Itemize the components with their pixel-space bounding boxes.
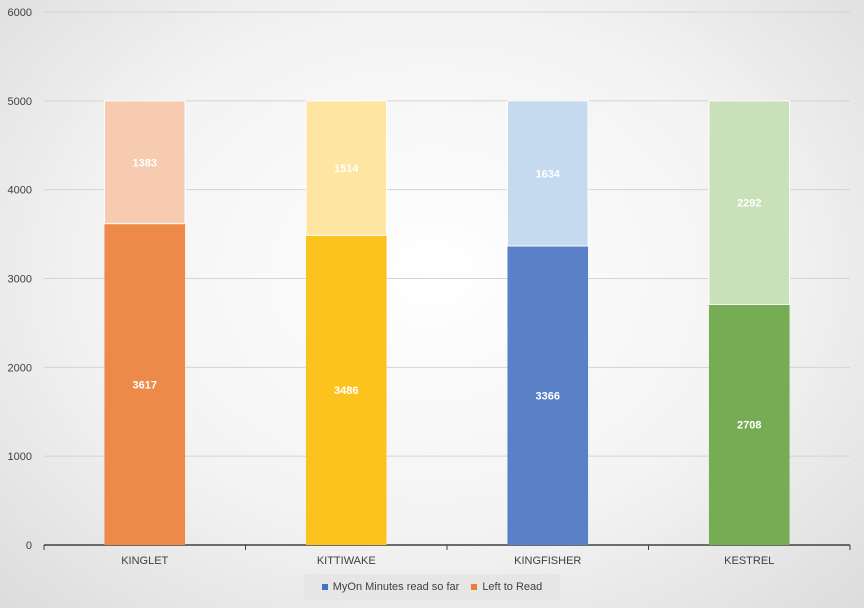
y-tick-label: 3000 [8,274,32,286]
legend-label-read: MyOn Minutes read so far [332,581,460,593]
bar-left-kingfisher [506,100,589,247]
legend-label-left: Left to Read [482,581,543,593]
y-tick-label: 0 [26,540,32,552]
y-tick-label: 1000 [8,451,32,463]
legend-swatch-left [471,584,478,590]
bar-left-kinglet [103,100,186,225]
legend-item-left: Left to Read [471,581,542,593]
data-label-left: 1514 [334,163,359,175]
legend-item-read: MyOn Minutes read so far [321,581,460,593]
y-tick-label: 4000 [8,185,32,197]
data-label-read: 3617 [133,379,157,391]
data-label-read: 2708 [737,420,761,432]
data-label-read: 3366 [536,390,560,402]
data-label-left: 1383 [133,157,157,169]
bar-read-kittiwake [305,235,387,545]
data-label-read: 3486 [334,385,358,397]
bar-left-kittiwake [305,100,388,236]
bar-read-kinglet [104,223,186,546]
data-label-left: 1634 [536,168,561,180]
y-tick-label: 6000 [8,7,32,19]
x-category-label: KINGLET [121,555,168,567]
x-category-label: KITTIWAKE [317,555,376,567]
y-tick-label: 2000 [8,362,32,374]
bar-left-kestrel [708,100,791,305]
data-label-left: 2292 [737,198,761,210]
bar-read-kestrel [708,304,790,545]
y-tick-label: 5000 [8,96,32,108]
legend-swatch-read [321,584,328,590]
x-category-label: KESTREL [724,555,774,567]
legend: MyOn Minutes read so far Left to Read [304,574,560,600]
x-category-label: KINGFISHER [514,555,581,567]
bar-read-kingfisher [507,245,589,545]
